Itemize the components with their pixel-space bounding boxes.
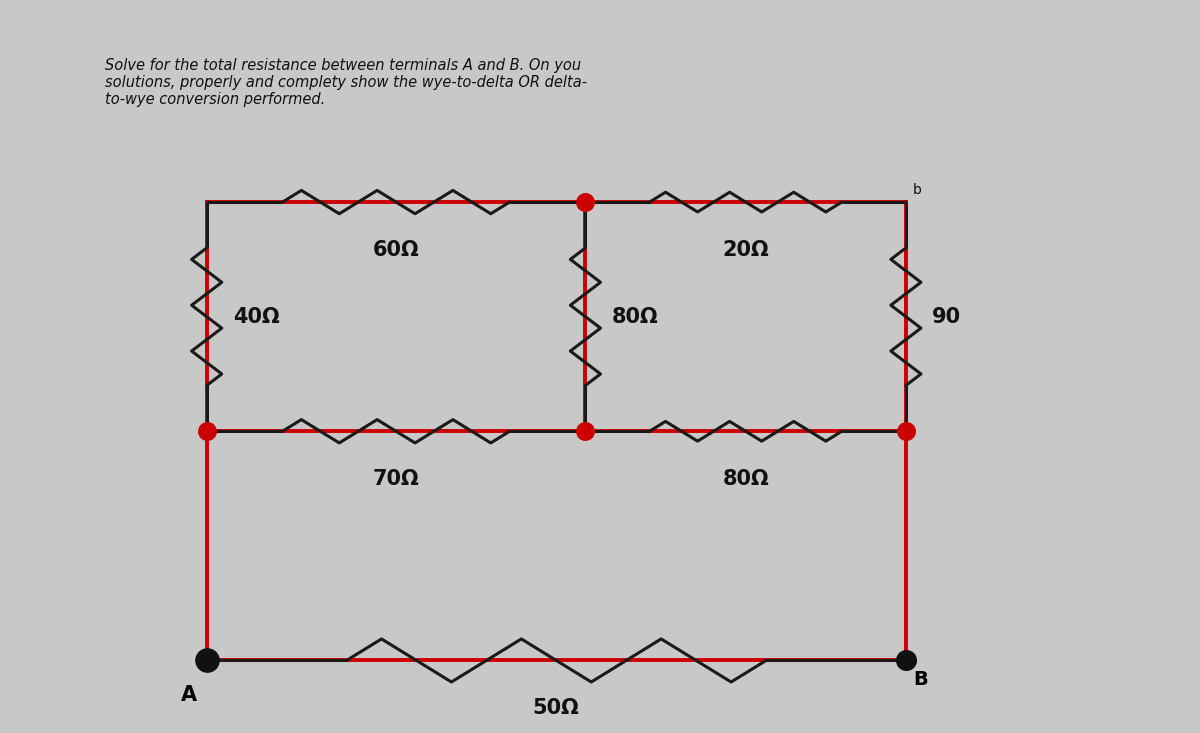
- Point: [576, 196, 595, 208]
- Point: [896, 655, 916, 666]
- Text: 80Ω: 80Ω: [722, 469, 769, 489]
- Point: [576, 425, 595, 437]
- Text: 40Ω: 40Ω: [233, 306, 280, 327]
- Text: A: A: [180, 685, 197, 705]
- Text: B: B: [913, 671, 928, 690]
- Text: 70Ω: 70Ω: [373, 469, 420, 489]
- Text: 20Ω: 20Ω: [722, 240, 769, 260]
- Text: 90: 90: [932, 306, 961, 327]
- Point: [896, 425, 916, 437]
- Text: 50Ω: 50Ω: [533, 699, 580, 718]
- Point: [197, 425, 216, 437]
- Text: b: b: [913, 183, 922, 197]
- Text: Solve for the total resistance between terminals A and B. On you
solutions, prop: Solve for the total resistance between t…: [104, 58, 587, 108]
- Text: 80Ω: 80Ω: [612, 306, 659, 327]
- Text: 60Ω: 60Ω: [373, 240, 420, 260]
- Point: [197, 655, 216, 666]
